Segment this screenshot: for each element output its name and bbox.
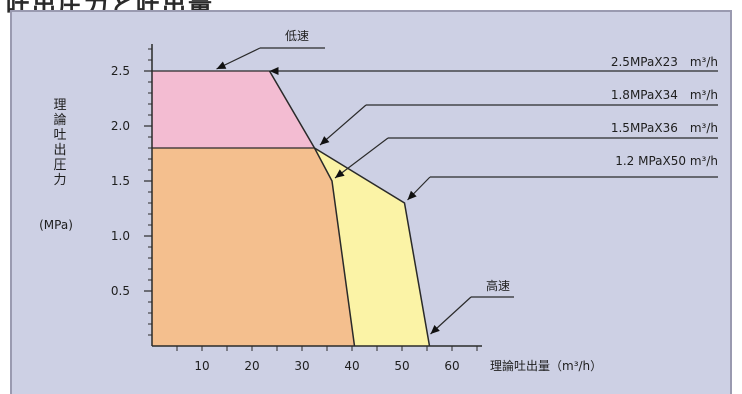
series-arrow-2 [335,169,345,178]
x-tick-label: 60 [444,359,459,373]
series-label-1: 1.8MPaX34 m³/h [611,88,718,102]
series-label-2: 1.5MPaX36 m³/h [611,121,718,135]
x-tick-label: 30 [294,359,309,373]
region-2 [314,148,430,346]
x-tick-label: 10 [194,359,209,373]
y-tick-label: 2.0 [111,119,130,133]
annotation-high-arrow [430,324,440,334]
series-arrow-3 [407,190,417,200]
y-axis-label-char: 理 [53,98,66,113]
x-tick-label: 20 [244,359,259,373]
y-tick-label: 0.5 [111,284,130,298]
series-label-0: 2.5MPaX23 m³/h [611,55,718,69]
inner-curve [268,70,356,347]
annotation-high-speed: 高速 [486,278,510,293]
region-1 [152,148,355,346]
x-tick-label: 50 [394,359,409,373]
series-leader-diag-1 [319,104,367,146]
y-axis-label-char: 圧 [53,158,66,173]
x-tick-label: 40 [344,359,359,373]
series-leader-diag-2 [334,137,389,179]
chart-svg: 0.5 1.0 1.5 2.0 2.5 10 20 30 40 50 60 理論吐出量（m³/h） 理論… [39,29,718,373]
y-axis-label-char: 論 [53,112,66,128]
y-tick-label: 1.5 [111,174,130,188]
x-axis-label: 理論吐出量（m³/h） [490,358,602,373]
series-arrow-0 [269,67,279,75]
y-axis-label-char: 力 [53,173,66,188]
y-tick-label: 2.5 [111,64,130,78]
series-label-3: 1.2 MPaX50 m³/h [615,154,718,168]
y-axis-label-char: 吐 [53,128,66,143]
region-0 [152,71,315,148]
annotation-high-diag [430,296,472,335]
annotation-low-speed: 低速 [285,29,309,43]
annotation-low-arrow [216,61,227,69]
outer-curve [314,147,431,347]
chart-panel: 0.5 1.0 1.5 2.0 2.5 10 20 30 40 50 60 理論吐出量（m³/h） 理論… [10,10,732,394]
y-axis-unit: (MPa) [39,218,73,232]
y-axis-label-char: 出 [53,143,66,158]
y-tick-label: 1.0 [111,229,130,243]
series-arrow-1 [320,136,330,145]
